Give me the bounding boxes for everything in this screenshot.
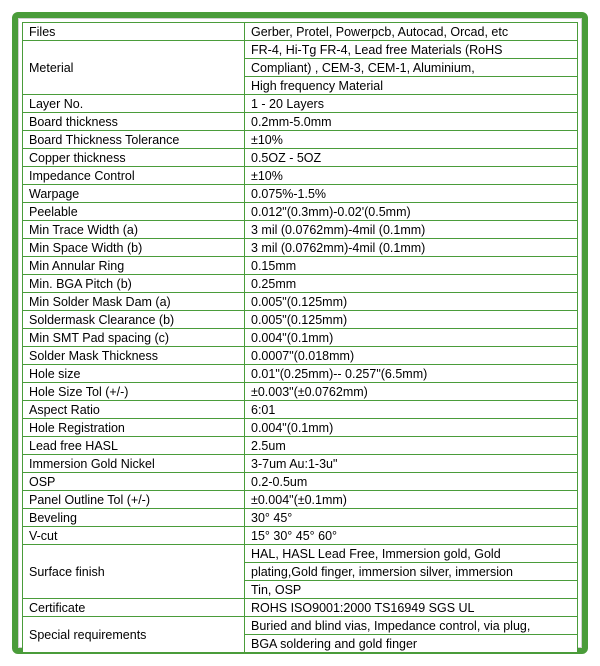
spec-value: 0.2-0.5um — [245, 473, 578, 491]
spec-label: Panel Outline Tol (+/-) — [23, 491, 245, 509]
spec-value: 0.005"(0.125mm) — [245, 293, 578, 311]
table-row: FilesGerber, Protel, Powerpcb, Autocad, … — [23, 23, 578, 41]
spec-value: 3 mil (0.0762mm)-4mil (0.1mm) — [245, 221, 578, 239]
spec-label: Hole Size Tol (+/-) — [23, 383, 245, 401]
table-row: Aspect Ratio6:01 — [23, 401, 578, 419]
spec-value: 3-7um Au:1-3u" — [245, 455, 578, 473]
spec-label: Beveling — [23, 509, 245, 527]
table-row: V-cut15° 30° 45° 60° — [23, 527, 578, 545]
table-row: Soldermask Clearance (b) 0.005"(0.125mm) — [23, 311, 578, 329]
spec-label: Hole size — [23, 365, 245, 383]
spec-value: Tin, OSP — [245, 581, 578, 599]
table-row: Surface finishHAL, HASL Lead Free, Immer… — [23, 545, 578, 563]
spec-label: Files — [23, 23, 245, 41]
spec-value: BGA soldering and gold finger — [245, 635, 578, 653]
spec-value: Buried and blind vias, Impedance control… — [245, 617, 578, 635]
table-row: Lead free HASL2.5um — [23, 437, 578, 455]
spec-label: Certificate — [23, 599, 245, 617]
table-row: MeterialFR-4, Hi-Tg FR-4, Lead free Mate… — [23, 41, 578, 59]
spec-value: 0.2mm-5.0mm — [245, 113, 578, 131]
spec-value: Compliant) , CEM-3, CEM-1, Aluminium, — [245, 59, 578, 77]
table-row: Layer No.1 - 20 Layers — [23, 95, 578, 113]
spec-label: Board Thickness Tolerance — [23, 131, 245, 149]
table-row: Min Space Width (b)3 mil (0.0762mm)-4mil… — [23, 239, 578, 257]
spec-value: ±0.004"(±0.1mm) — [245, 491, 578, 509]
spec-label: Copper thickness — [23, 149, 245, 167]
spec-value: 0.075%-1.5% — [245, 185, 578, 203]
spec-table: FilesGerber, Protel, Powerpcb, Autocad, … — [22, 22, 578, 653]
table-row: Min SMT Pad spacing (c) 0.004"(0.1mm) — [23, 329, 578, 347]
table-row: Min Trace Width (a)3 mil (0.0762mm)-4mil… — [23, 221, 578, 239]
spec-label: Meterial — [23, 41, 245, 95]
spec-label: Soldermask Clearance (b) — [23, 311, 245, 329]
table-row: Board Thickness Tolerance±10% — [23, 131, 578, 149]
spec-value: plating,Gold finger, immersion silver, i… — [245, 563, 578, 581]
spec-value: 0.15mm — [245, 257, 578, 275]
table-row: Hole Size Tol (+/-)±0.003"(±0.0762mm) — [23, 383, 578, 401]
table-row: Beveling30° 45° — [23, 509, 578, 527]
spec-label: OSP — [23, 473, 245, 491]
spec-value: 0.01"(0.25mm)-- 0.257"(6.5mm) — [245, 365, 578, 383]
spec-value: 0.005"(0.125mm) — [245, 311, 578, 329]
spec-value: ±10% — [245, 167, 578, 185]
spec-label: Solder Mask Thickness — [23, 347, 245, 365]
spec-label: Warpage — [23, 185, 245, 203]
spec-value: 0.25mm — [245, 275, 578, 293]
spec-value: ±10% — [245, 131, 578, 149]
table-row: OSP0.2-0.5um — [23, 473, 578, 491]
table-row: Certificate ROHS ISO9001:2000 TS16949 SG… — [23, 599, 578, 617]
table-row: Warpage0.075%-1.5% — [23, 185, 578, 203]
spec-label: Surface finish — [23, 545, 245, 599]
spec-value: 0.004"(0.1mm) — [245, 419, 578, 437]
spec-value: 0.012"(0.3mm)-0.02'(0.5mm) — [245, 203, 578, 221]
table-row: Board thickness0.2mm-5.0mm — [23, 113, 578, 131]
spec-value: 0.004"(0.1mm) — [245, 329, 578, 347]
spec-label: Min. BGA Pitch (b) — [23, 275, 245, 293]
spec-label: Min Space Width (b) — [23, 239, 245, 257]
spec-label: Special requirements — [23, 617, 245, 653]
table-row: Immersion Gold Nickel3-7um Au:1-3u" — [23, 455, 578, 473]
table-row: Hole size 0.01"(0.25mm)-- 0.257"(6.5mm) — [23, 365, 578, 383]
table-row: Min Annular Ring0.15mm — [23, 257, 578, 275]
table-row: Hole Registration0.004"(0.1mm) — [23, 419, 578, 437]
table-row: Solder Mask Thickness 0.0007"(0.018mm) — [23, 347, 578, 365]
spec-label: Lead free HASL — [23, 437, 245, 455]
table-row: Impedance Control±10% — [23, 167, 578, 185]
spec-label: V-cut — [23, 527, 245, 545]
spec-label: Min SMT Pad spacing (c) — [23, 329, 245, 347]
table-row: Special requirementsBuried and blind via… — [23, 617, 578, 635]
table-row: Panel Outline Tol (+/-)±0.004"(±0.1mm) — [23, 491, 578, 509]
spec-value: 3 mil (0.0762mm)-4mil (0.1mm) — [245, 239, 578, 257]
spec-value: High frequency Material — [245, 77, 578, 95]
spec-value: 0.5OZ - 5OZ — [245, 149, 578, 167]
spec-value: 0.0007"(0.018mm) — [245, 347, 578, 365]
spec-value: 2.5um — [245, 437, 578, 455]
table-row: Copper thickness0.5OZ - 5OZ — [23, 149, 578, 167]
spec-value: HAL, HASL Lead Free, Immersion gold, Gol… — [245, 545, 578, 563]
spec-label: Peelable — [23, 203, 245, 221]
table-row: Min. BGA Pitch (b)0.25mm — [23, 275, 578, 293]
spec-label: Min Trace Width (a) — [23, 221, 245, 239]
spec-label: Min Solder Mask Dam (a) — [23, 293, 245, 311]
table-row: Peelable0.012"(0.3mm)-0.02'(0.5mm) — [23, 203, 578, 221]
spec-value: 15° 30° 45° 60° — [245, 527, 578, 545]
spec-label: Immersion Gold Nickel — [23, 455, 245, 473]
spec-value: FR-4, Hi-Tg FR-4, Lead free Materials (R… — [245, 41, 578, 59]
spec-table-frame: FilesGerber, Protel, Powerpcb, Autocad, … — [12, 12, 588, 654]
spec-value: 30° 45° — [245, 509, 578, 527]
spec-value: ROHS ISO9001:2000 TS16949 SGS UL — [245, 599, 578, 617]
spec-label: Board thickness — [23, 113, 245, 131]
table-row: Min Solder Mask Dam (a) 0.005"(0.125mm) — [23, 293, 578, 311]
spec-value: 1 - 20 Layers — [245, 95, 578, 113]
spec-value: Gerber, Protel, Powerpcb, Autocad, Orcad… — [245, 23, 578, 41]
spec-label: Hole Registration — [23, 419, 245, 437]
spec-label: Layer No. — [23, 95, 245, 113]
spec-label: Min Annular Ring — [23, 257, 245, 275]
spec-value: 6:01 — [245, 401, 578, 419]
spec-label: Impedance Control — [23, 167, 245, 185]
spec-label: Aspect Ratio — [23, 401, 245, 419]
spec-value: ±0.003"(±0.0762mm) — [245, 383, 578, 401]
